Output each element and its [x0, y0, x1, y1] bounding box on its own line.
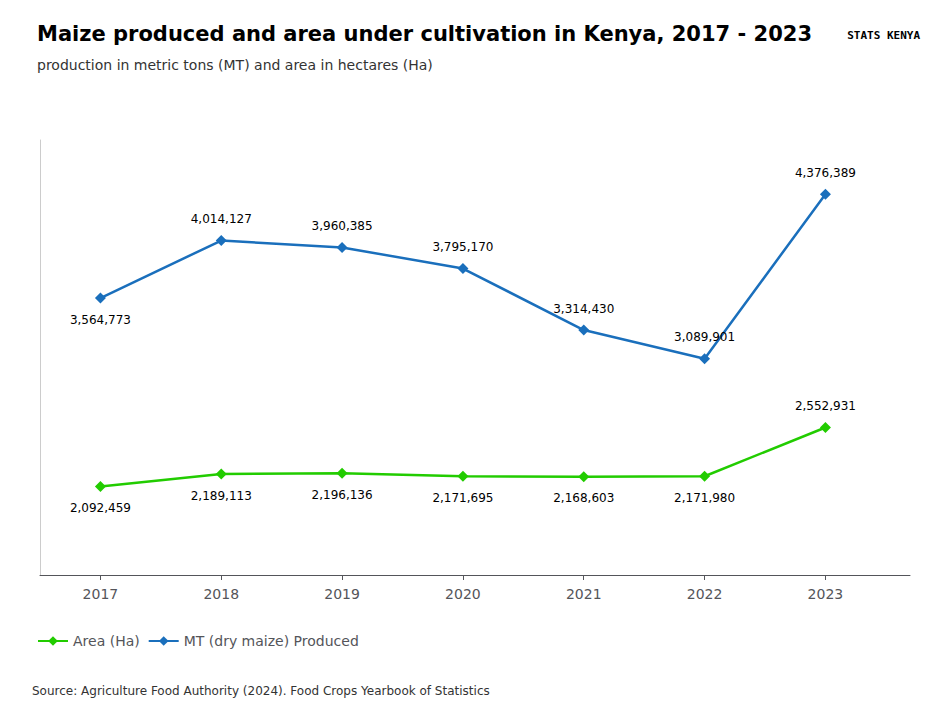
svg-text:2,196,136: 2,196,136: [312, 488, 373, 502]
svg-text:2017: 2017: [83, 586, 119, 602]
svg-text:3,564,773: 3,564,773: [70, 313, 131, 327]
svg-text:MT (dry maize) Produced: MT (dry maize) Produced: [184, 633, 359, 649]
svg-text:3,960,385: 3,960,385: [312, 219, 373, 233]
svg-text:2022: 2022: [687, 586, 723, 602]
svg-text:production in metric tons (MT): production in metric tons (MT) and area …: [37, 57, 433, 73]
svg-text:2023: 2023: [808, 586, 844, 602]
svg-text:2,189,113: 2,189,113: [191, 489, 252, 503]
svg-text:2,552,931: 2,552,931: [795, 399, 856, 413]
svg-text:Source: Agriculture Food Autho: Source: Agriculture Food Authority (2024…: [32, 684, 490, 698]
svg-text:3,089,901: 3,089,901: [674, 330, 735, 344]
svg-text:4,014,127: 4,014,127: [191, 212, 252, 226]
svg-text:2018: 2018: [203, 586, 239, 602]
svg-text:2,171,695: 2,171,695: [432, 491, 493, 505]
svg-text:2020: 2020: [445, 586, 481, 602]
svg-text:2,171,980: 2,171,980: [674, 491, 735, 505]
svg-text:2,092,459: 2,092,459: [70, 501, 131, 515]
svg-text:4,376,389: 4,376,389: [795, 166, 856, 180]
svg-text:2,168,603: 2,168,603: [553, 491, 614, 505]
svg-text:2019: 2019: [324, 586, 360, 602]
svg-text:3,314,430: 3,314,430: [553, 302, 614, 316]
svg-text:Area (Ha): Area (Ha): [73, 633, 140, 649]
svg-text:Maize produced and area under: Maize produced and area under cultivatio…: [37, 22, 812, 46]
svg-text:2021: 2021: [566, 586, 602, 602]
svg-text:STATS KENYA: STATS KENYA: [847, 29, 920, 42]
svg-text:3,795,170: 3,795,170: [432, 240, 493, 254]
